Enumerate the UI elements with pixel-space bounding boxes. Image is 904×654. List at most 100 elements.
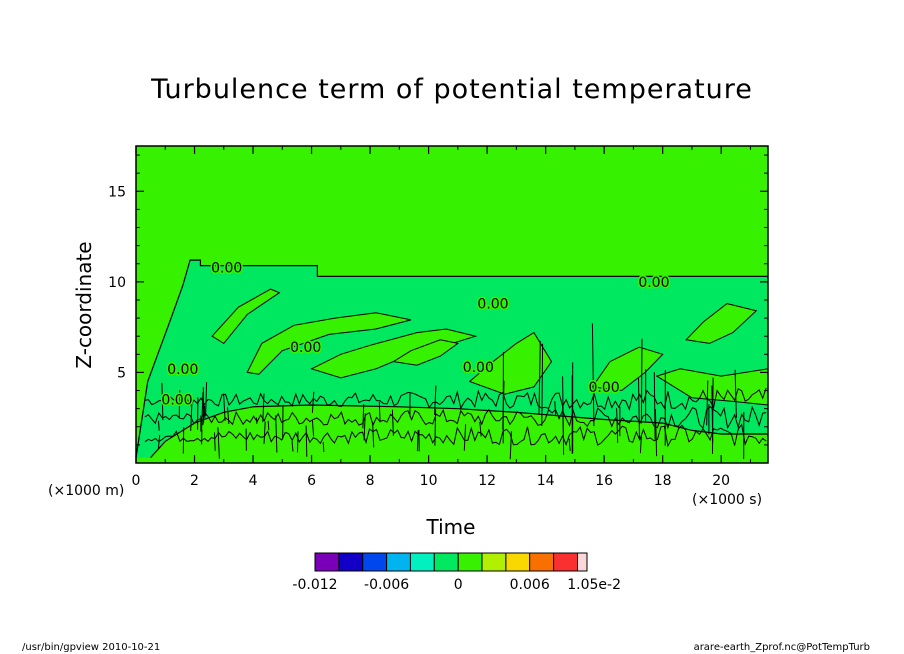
colorbar-swatch xyxy=(386,552,412,572)
colorbar-swatch xyxy=(433,552,459,572)
turbulent-streak xyxy=(158,420,160,431)
x-tick-label: 4 xyxy=(249,473,258,489)
turbulent-streak xyxy=(591,323,595,427)
turbulent-streak xyxy=(217,427,220,459)
x-tick-label: 6 xyxy=(307,473,316,489)
turbulent-streak xyxy=(554,400,557,417)
colorbar-swatch xyxy=(409,552,435,572)
turbulent-streak xyxy=(362,404,365,429)
x-axis-label: Time xyxy=(426,515,476,539)
turbulent-streak xyxy=(157,435,161,450)
contour-label-8: 0.00 xyxy=(589,380,620,396)
x-tick-label: 20 xyxy=(712,473,730,489)
x-tick-label: 16 xyxy=(595,473,613,489)
x-tick-label: 2 xyxy=(190,473,199,489)
turbulent-streak xyxy=(227,407,230,425)
plot-frame xyxy=(135,145,769,464)
turbulent-streak xyxy=(322,441,325,453)
contour-label-6: 0.00 xyxy=(167,362,198,378)
turbulent-streak xyxy=(509,431,512,460)
turbulent-streak xyxy=(311,419,315,437)
turbulent-contour-3 xyxy=(144,423,767,448)
x-axis-unit: (×1000 s) xyxy=(692,492,763,508)
turbulent-streak xyxy=(311,391,315,413)
turbulent-contour-2 xyxy=(144,405,767,430)
colorbar-label: 1.05e-2 xyxy=(567,577,621,593)
turbulent-streak xyxy=(223,393,226,421)
y-tick-label: 10 xyxy=(108,275,126,291)
turbulent-streak xyxy=(305,425,308,457)
turbulent-streak xyxy=(479,421,482,437)
turbulent-streak xyxy=(297,431,299,453)
colorbar-label: 0 xyxy=(454,577,463,593)
colorbar-label: 0.006 xyxy=(510,577,550,593)
contour-label-5: 0.00 xyxy=(463,360,494,376)
turbulent-streak xyxy=(262,393,265,423)
turbulent-streak xyxy=(653,372,656,440)
turbulent-streak xyxy=(638,377,640,440)
chart-title: Turbulence term of potential temperature xyxy=(151,74,753,105)
positive-island-1 xyxy=(211,288,281,345)
x-tick-label: 18 xyxy=(654,473,672,489)
turbulent-streak xyxy=(711,385,714,443)
turbulent-streak xyxy=(214,432,216,451)
turbulent-streak xyxy=(538,340,541,414)
turbulent-streak xyxy=(734,369,737,419)
positive-island-3 xyxy=(310,328,478,379)
colorbar-swatch xyxy=(577,552,588,572)
contour-label-7: 0.00 xyxy=(161,393,192,409)
colorbar-swatch xyxy=(553,552,578,572)
contour-label-4: 0.00 xyxy=(290,340,321,356)
colorbar-label: -0.012 xyxy=(292,577,337,593)
contour-label-2: 0.00 xyxy=(638,275,669,291)
turbulent-streak xyxy=(541,343,544,427)
turbulent-streak xyxy=(434,409,437,446)
x-tick-label: 0 xyxy=(132,473,141,489)
positive-island-4 xyxy=(392,339,460,366)
turbulent-streak xyxy=(639,435,642,454)
turbulent-streak xyxy=(640,338,643,424)
zero-contour-top xyxy=(136,259,768,458)
positive-island-8 xyxy=(685,303,758,344)
turbulent-streak xyxy=(391,409,394,436)
turbulent-streak xyxy=(161,382,164,421)
y-tick-label: 5 xyxy=(117,365,126,381)
x-tick-label: 8 xyxy=(366,473,375,489)
turbulent-streak xyxy=(434,385,437,416)
turbulent-streak xyxy=(372,421,375,448)
turbulent-streak xyxy=(275,415,278,453)
y-axis-unit: (×1000 m) xyxy=(48,483,125,499)
turbulent-streak xyxy=(562,404,564,434)
turbulent-streak xyxy=(291,441,294,452)
turbulent-streak xyxy=(463,424,467,451)
x-tick-label: 14 xyxy=(537,473,555,489)
turbulent-streak xyxy=(190,398,193,432)
colorbar-swatch xyxy=(505,552,531,572)
x-tick-label: 10 xyxy=(420,473,438,489)
zero-contour-bottom xyxy=(150,404,768,459)
contour-label-1: 0.00 xyxy=(211,260,242,276)
turbulent-streak xyxy=(263,421,266,444)
positive-island-6 xyxy=(591,346,664,392)
footer-left: /usr/bin/gpview 2010-10-21 xyxy=(22,642,161,653)
footer-right: arare-earth_Zprof.nc@PotTempTurb xyxy=(693,642,870,653)
colorbar-swatch xyxy=(362,552,388,572)
turbulent-streak xyxy=(568,438,571,452)
colorbar-swatch xyxy=(481,552,507,572)
turbulent-streak xyxy=(201,392,204,430)
turbulent-streak xyxy=(654,408,658,457)
colorbar-swatch xyxy=(457,552,483,572)
x-tick-label: 12 xyxy=(478,473,496,489)
colorbar-swatch xyxy=(338,552,364,572)
turbulent-streak xyxy=(378,401,381,423)
turbulent-streak xyxy=(616,408,619,443)
positive-island-2 xyxy=(246,312,412,375)
contour-label-3: 0.00 xyxy=(477,297,508,313)
colorbar-swatch xyxy=(314,552,340,572)
negative-region xyxy=(136,260,768,458)
turbulent-streak xyxy=(178,390,181,418)
turbulent-streak xyxy=(363,413,366,441)
turbulent-streak xyxy=(205,382,208,417)
turbulent-contour-1 xyxy=(144,387,767,411)
turbulent-streak xyxy=(416,430,419,452)
